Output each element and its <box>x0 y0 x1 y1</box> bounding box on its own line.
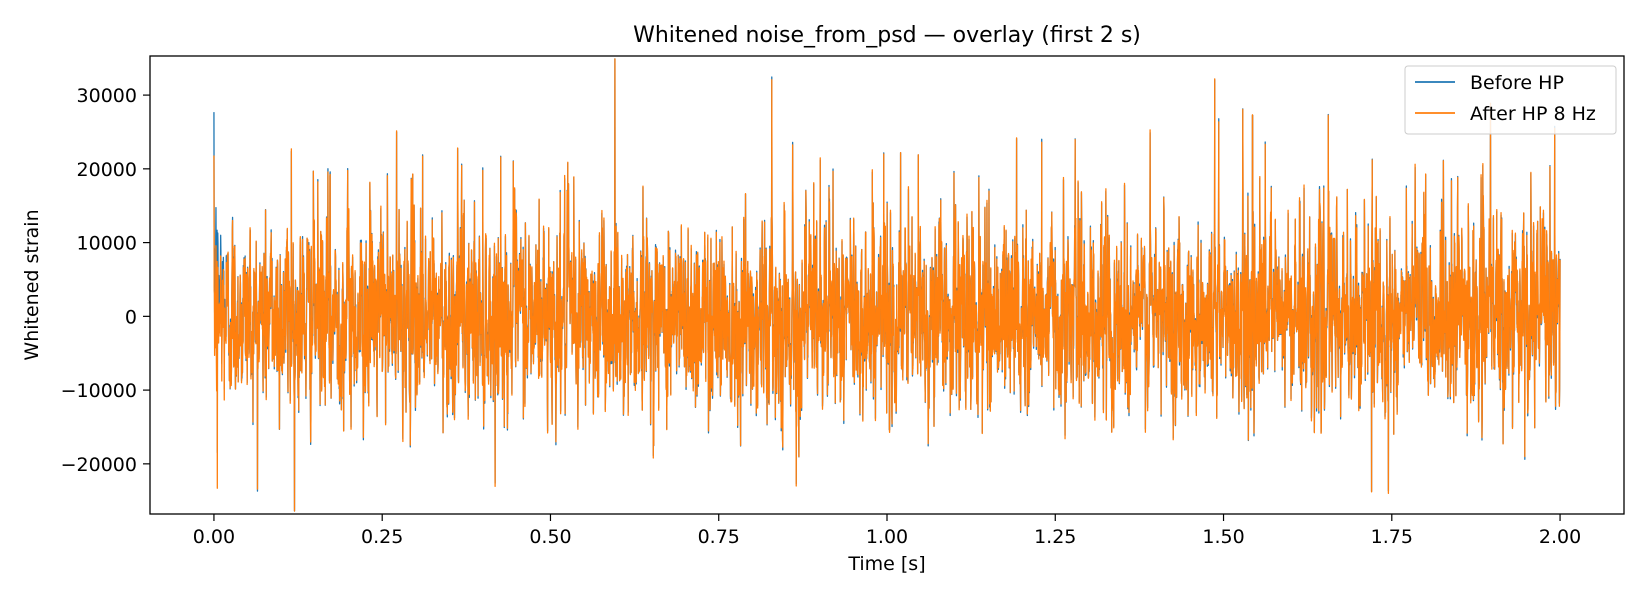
x-axis-label: Time [s] <box>847 553 925 575</box>
legend-box <box>1404 65 1617 135</box>
chart-title: Whitened noise_from_psd — overlay (first… <box>633 23 1141 48</box>
x-tick-label: 2.00 <box>1539 526 1581 548</box>
x-tick-label: 0.25 <box>361 526 403 548</box>
x-tick-label: 1.00 <box>866 526 908 548</box>
x-tick-label: 0.75 <box>698 526 740 548</box>
x-axis-ticks: 0.00 0.25 0.50 0.75 1.00 1.25 1.50 1.75 2.00 <box>193 514 1581 548</box>
x-tick-label: 1.50 <box>1202 526 1244 548</box>
plot-layer <box>213 58 1561 512</box>
x-tick-label: 0.50 <box>529 526 571 548</box>
legend-label-before-hp: Before HP <box>1470 72 1564 94</box>
y-tick-label: −10000 <box>61 380 137 402</box>
legend-label-after-hp: After HP 8 Hz <box>1470 103 1596 125</box>
x-tick-label: 1.75 <box>1371 526 1413 548</box>
y-tick-label: −20000 <box>61 454 137 476</box>
y-axis-label: Whitened strain <box>21 209 43 360</box>
y-tick-label: 0 <box>125 306 137 328</box>
y-axis-ticks: −20000 −10000 0 10000 20000 30000 <box>61 85 150 476</box>
y-tick-label: 10000 <box>77 233 137 255</box>
x-tick-label: 1.25 <box>1034 526 1076 548</box>
series-line-after-hp <box>213 58 1561 512</box>
x-tick-label: 0.00 <box>193 526 235 548</box>
legend: Before HP After HP 8 Hz <box>1404 65 1617 135</box>
y-tick-label: 20000 <box>77 159 137 181</box>
y-tick-label: 30000 <box>77 85 137 107</box>
